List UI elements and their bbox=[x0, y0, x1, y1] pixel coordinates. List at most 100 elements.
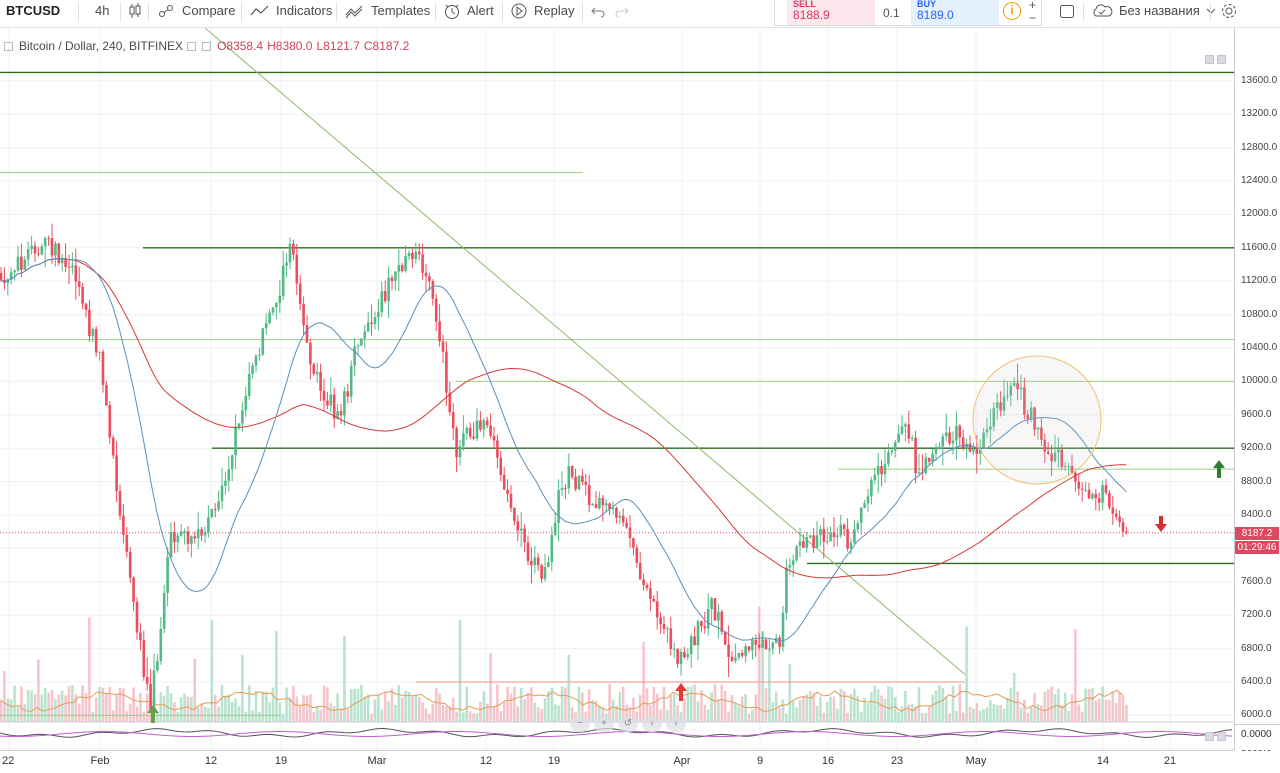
decrease-quantity-button[interactable]: − bbox=[1029, 11, 1037, 25]
volume-bar bbox=[774, 691, 778, 722]
volume-bar bbox=[105, 693, 108, 722]
price-axis[interactable]: 13600.0 13200.0 12800.0 12400.0 12000.0 11600… bbox=[1234, 28, 1280, 754]
volume-bar bbox=[978, 710, 982, 722]
candle-body bbox=[1091, 493, 1094, 499]
pane-down-icon[interactable] bbox=[1217, 732, 1226, 741]
volume-bar bbox=[6, 698, 10, 722]
candle-body bbox=[982, 432, 985, 448]
fullscreen-button[interactable] bbox=[1059, 0, 1075, 22]
settings-button[interactable] bbox=[1220, 0, 1238, 22]
candle-body bbox=[1036, 427, 1040, 430]
settings-icon[interactable] bbox=[202, 41, 212, 51]
up-arrow-icon bbox=[675, 683, 687, 701]
increase-quantity-button[interactable]: + bbox=[1029, 0, 1037, 12]
volume-bar bbox=[751, 709, 754, 722]
candle-body bbox=[108, 405, 112, 438]
candle-body bbox=[1104, 485, 1108, 493]
candle-body bbox=[808, 535, 812, 538]
candle-body bbox=[166, 556, 169, 593]
quantity-stepper[interactable]: + − bbox=[1029, 0, 1036, 25]
candle-body bbox=[1111, 507, 1115, 514]
volume-bar bbox=[472, 713, 475, 722]
layout-menu[interactable]: Без названия bbox=[1091, 0, 1216, 22]
candle-body bbox=[1009, 385, 1013, 396]
candle-body bbox=[696, 621, 700, 646]
candle-body bbox=[978, 447, 982, 454]
candle-body bbox=[887, 452, 890, 465]
volume-bar bbox=[700, 690, 703, 722]
toolbar-divider bbox=[582, 2, 583, 22]
candle-body bbox=[407, 253, 411, 257]
undo-button[interactable] bbox=[591, 0, 605, 22]
toolbar-divider bbox=[78, 2, 79, 22]
templates-button[interactable]: Templates bbox=[345, 0, 430, 22]
candle-body bbox=[1040, 427, 1043, 440]
replay-button[interactable]: Replay bbox=[510, 0, 574, 22]
price-tick-label: 7600.0 bbox=[1241, 575, 1272, 587]
pane-down-icon[interactable] bbox=[1217, 55, 1226, 64]
candle-body bbox=[451, 412, 455, 429]
time-tick-label: 21 bbox=[1163, 755, 1177, 767]
collapse-icon[interactable] bbox=[4, 41, 13, 51]
volume-bar bbox=[271, 687, 275, 722]
chart-navigation: − + ↺ ‹ › bbox=[570, 716, 686, 732]
candle-body bbox=[975, 449, 979, 454]
candle-body bbox=[1019, 387, 1023, 390]
candle-body bbox=[489, 425, 492, 436]
volume-bar bbox=[717, 700, 720, 722]
indicators-button[interactable]: Indicators bbox=[250, 0, 332, 22]
candle-body bbox=[853, 529, 856, 543]
price-chart[interactable] bbox=[0, 28, 1234, 750]
candle-body bbox=[564, 487, 567, 489]
time-axis[interactable]: 22 Feb 12 19 Mar 12 19 Apr 9 16 23 May 14 21 bbox=[0, 750, 1234, 773]
volume-bar bbox=[693, 684, 696, 722]
candle-body bbox=[1108, 492, 1111, 508]
eye-icon[interactable] bbox=[187, 41, 197, 51]
candle-body bbox=[530, 560, 533, 566]
redo-button[interactable] bbox=[615, 0, 629, 22]
volume-bar bbox=[870, 691, 873, 722]
volume-bar bbox=[768, 650, 771, 722]
scroll-right-button[interactable]: › bbox=[666, 716, 686, 732]
candle-body bbox=[604, 503, 608, 506]
candle-body bbox=[754, 639, 758, 645]
volume-bar bbox=[931, 694, 934, 722]
volume-bar bbox=[598, 706, 601, 722]
volume-bar bbox=[1097, 698, 1101, 722]
pane-up-icon[interactable] bbox=[1205, 55, 1214, 64]
candle-body bbox=[458, 446, 462, 458]
alert-button[interactable]: Alert bbox=[443, 0, 494, 22]
reset-button[interactable]: ↺ bbox=[618, 716, 638, 732]
zoom-out-button[interactable]: − bbox=[570, 716, 590, 732]
volume-bar bbox=[77, 703, 81, 722]
candle-body bbox=[856, 523, 860, 530]
volume-bar bbox=[1033, 692, 1036, 722]
sell-button[interactable]: SELL 8188.9 bbox=[787, 0, 875, 25]
indicator-axis[interactable]: 0.0000 bbox=[1234, 724, 1280, 750]
candle-body bbox=[1077, 481, 1081, 489]
volume-bar bbox=[638, 694, 642, 722]
candle-body bbox=[220, 485, 224, 502]
volume-bar bbox=[383, 692, 387, 722]
buy-button[interactable]: BUY 8189.0 bbox=[911, 0, 999, 25]
candle-body bbox=[649, 588, 652, 599]
candle-body bbox=[907, 424, 911, 439]
info-icon[interactable]: i bbox=[1003, 2, 1021, 20]
candle-body bbox=[332, 394, 336, 419]
quantity-field[interactable]: 0.1 bbox=[883, 6, 900, 20]
chart-style-button[interactable] bbox=[128, 0, 142, 22]
zoom-in-button[interactable]: + bbox=[594, 716, 614, 732]
pane-up-icon[interactable] bbox=[1205, 732, 1214, 741]
interval-button[interactable]: 4h bbox=[95, 3, 110, 18]
volume-bar bbox=[652, 686, 656, 722]
scroll-left-button[interactable]: ‹ bbox=[642, 716, 662, 732]
symbol-search[interactable]: BTCUSD bbox=[6, 3, 61, 18]
volume-bar bbox=[71, 685, 74, 722]
candle-body bbox=[1050, 453, 1053, 462]
compare-button[interactable]: Compare bbox=[156, 0, 235, 22]
candle-body bbox=[516, 521, 520, 531]
volume-bar bbox=[23, 704, 27, 722]
candle-body bbox=[67, 266, 71, 268]
volume-bar bbox=[778, 707, 781, 722]
volume-bar bbox=[220, 684, 224, 722]
